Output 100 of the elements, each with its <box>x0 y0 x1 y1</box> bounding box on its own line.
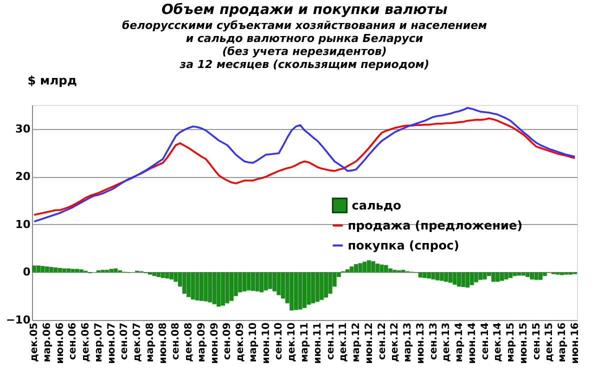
y-tick-label: 10 <box>15 218 31 231</box>
x-tick-label: мар.12 <box>351 322 362 362</box>
bar <box>290 272 294 310</box>
bar <box>542 272 547 276</box>
x-tick-label: мар.16 <box>557 322 568 362</box>
bar <box>268 272 272 289</box>
bar <box>238 272 242 292</box>
x-tick-label: июн.16 <box>570 322 581 364</box>
bar <box>354 264 358 272</box>
bar <box>70 268 75 272</box>
bar <box>466 272 470 288</box>
x-tick-label: сен.13 <box>428 322 440 360</box>
bar <box>512 272 517 276</box>
x-tick-label: мар.10 <box>248 322 259 362</box>
x-tick-label: июн.15 <box>518 322 530 364</box>
x-tick-label: дек.10 <box>286 322 298 362</box>
x-tick-label: июн.07 <box>106 322 118 364</box>
x-tick-label: дек.06 <box>80 322 92 362</box>
bar <box>568 272 573 275</box>
bar <box>276 272 281 296</box>
bar <box>482 272 487 280</box>
x-tick-label: июн.09 <box>209 322 220 364</box>
bar <box>311 272 316 304</box>
bar <box>500 272 504 281</box>
bar <box>204 272 208 302</box>
bar <box>504 272 508 280</box>
y-tick-label: 0 <box>22 266 31 279</box>
bar <box>320 272 324 300</box>
x-tick-label: дек.07 <box>132 322 144 362</box>
bar <box>380 264 384 272</box>
bar <box>315 272 320 302</box>
bar <box>212 272 216 304</box>
x-tick-label: дек.11 <box>338 322 350 362</box>
bar <box>350 266 354 272</box>
x-tick-label: мар.11 <box>300 322 310 362</box>
bar <box>302 272 307 308</box>
bar <box>444 272 448 282</box>
x-tick-label: сен.07 <box>119 322 130 360</box>
bar <box>474 272 478 282</box>
bar <box>491 272 496 282</box>
x-tick-label: дек.09 <box>235 322 246 362</box>
x-tick-label: июн.11 <box>312 322 324 364</box>
bar <box>564 272 568 275</box>
bar <box>40 266 45 272</box>
bar <box>260 272 264 292</box>
bar <box>388 268 392 272</box>
bar <box>431 272 436 280</box>
x-tick-label: июн.10 <box>260 322 272 364</box>
bar <box>114 268 118 272</box>
bar <box>32 266 36 272</box>
x-tick-label: дек.05 <box>29 322 40 362</box>
bar <box>461 272 466 288</box>
bar <box>148 272 152 275</box>
y-axis-title: $ млрд <box>28 74 78 88</box>
x-tick-label: мар.15 <box>506 322 516 362</box>
legend-label: покупка (спрос) <box>348 238 460 252</box>
bar <box>160 272 165 278</box>
bar <box>264 272 268 290</box>
bar <box>306 272 311 305</box>
bar <box>182 272 186 294</box>
bar <box>521 272 526 276</box>
bar <box>362 262 367 272</box>
bar <box>298 272 302 310</box>
y-tick-label: 20 <box>15 170 31 184</box>
bar <box>242 272 246 292</box>
bar <box>448 272 452 283</box>
x-tick-label: дек.15 <box>544 322 556 362</box>
bar <box>440 272 444 281</box>
bar <box>36 266 40 272</box>
x-tick-label: июн.06 <box>54 322 66 364</box>
bar <box>156 272 161 277</box>
bar <box>366 260 371 272</box>
bar <box>152 272 156 276</box>
y-tick-label: 30 <box>15 122 31 136</box>
bar <box>225 272 230 304</box>
bar <box>294 272 298 310</box>
x-tick-label: мар.09 <box>196 322 208 362</box>
bar <box>508 272 513 278</box>
bar <box>246 272 251 290</box>
x-tick-label: дек.14 <box>492 322 504 362</box>
bar <box>58 268 62 272</box>
x-tick-label: сен.11 <box>325 322 336 360</box>
legend-label: сальдо <box>352 198 402 212</box>
x-tick-label: дек.12 <box>390 322 401 362</box>
bar <box>452 272 457 285</box>
bar <box>556 272 560 275</box>
x-tick-label: мар.08 <box>145 322 156 362</box>
bar <box>534 272 538 280</box>
x-tick-label: июн.14 <box>466 322 478 364</box>
x-tick-label: июн.12 <box>364 322 375 364</box>
bar <box>255 272 260 292</box>
bar <box>517 272 522 276</box>
bar <box>422 272 427 278</box>
bar <box>496 272 500 282</box>
bar <box>62 268 66 272</box>
chart-title: Объем продажи и покупки валюты <box>161 2 448 18</box>
bar <box>199 272 204 301</box>
bar <box>54 267 58 272</box>
bar <box>470 272 474 286</box>
bar <box>418 272 422 278</box>
